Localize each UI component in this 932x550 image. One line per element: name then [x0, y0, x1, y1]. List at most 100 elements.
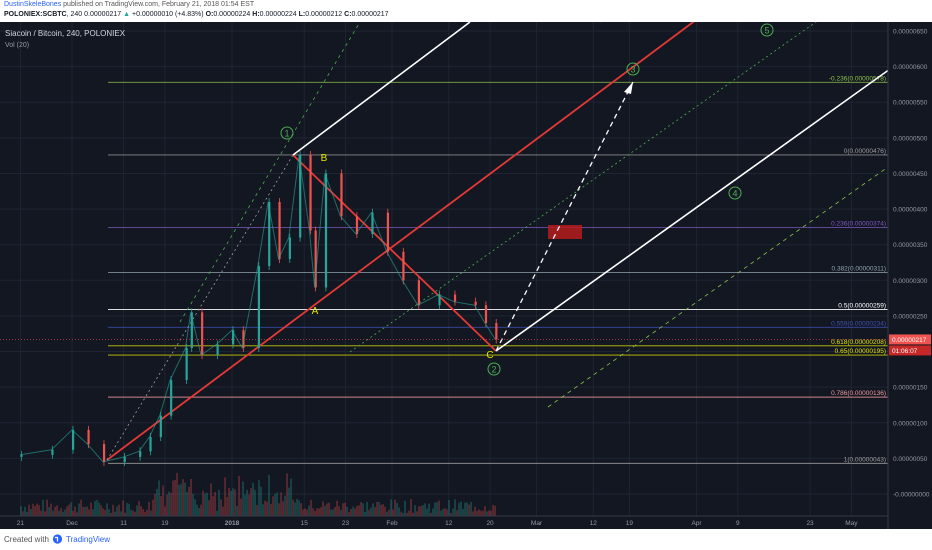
volume-bars [20, 472, 496, 516]
candle-body [51, 449, 54, 455]
volume-bar [478, 509, 480, 516]
volume-bar [302, 509, 304, 516]
price-axis[interactable]: 0.00000650 0.00000600 0.00000550 0.00000500… [887, 22, 931, 529]
candle-body [438, 294, 441, 306]
created-with-label: Created with [4, 535, 49, 544]
current-price-label: 0.00000217 [892, 337, 927, 344]
volume-bar [414, 505, 416, 516]
volume-bar [410, 499, 412, 516]
volume-bar [114, 511, 116, 516]
volume-bar [214, 492, 216, 516]
volume-bar [340, 509, 342, 516]
volume-bar [90, 502, 92, 516]
volume-bar [204, 493, 206, 516]
price-series [0, 150, 888, 466]
y-tick-label: 0.00000250 [893, 313, 928, 320]
candle-body [402, 251, 405, 281]
volume-bar [206, 492, 208, 516]
volume-bar [22, 511, 24, 516]
volume-bar [122, 500, 124, 516]
volume-bar [184, 482, 186, 516]
volume-bar [270, 503, 272, 516]
volume-bar [440, 510, 442, 516]
volume-bar [146, 509, 148, 516]
volume-bar [424, 503, 426, 516]
up-arrow-icon: ▲ [123, 11, 131, 18]
fib-level-label: 0.382(0.00000311) [832, 265, 886, 272]
candle-body [314, 230, 317, 288]
candle-body [257, 266, 261, 348]
volume-bar [492, 504, 494, 516]
volume-bar [306, 509, 308, 516]
candle-body [268, 201, 271, 267]
volume-bar [202, 490, 204, 516]
volume-bar [342, 503, 344, 516]
volume-bar [64, 509, 66, 516]
volume-bar [280, 492, 282, 516]
volume-bar [282, 501, 284, 516]
volume-bar [422, 505, 424, 516]
volume-bar [470, 501, 472, 516]
volume-bar [344, 502, 346, 516]
volume-bar [102, 508, 104, 516]
fib-level-label: 0.786(0.00000136) [831, 390, 886, 397]
volume-bar [26, 511, 28, 516]
volume-bar [316, 508, 318, 516]
volume-bar [24, 506, 26, 516]
volume-bar [108, 509, 110, 516]
wave-label-circle [760, 23, 774, 37]
price-line [20, 154, 496, 463]
fib-level-label: 0(0.00000476) [844, 148, 886, 155]
volume-bar [246, 489, 248, 516]
volume-bar [112, 504, 114, 516]
x-tick-label: May [845, 520, 858, 527]
volume-bar [152, 499, 154, 516]
pitchfork-lower-tine [495, 69, 888, 352]
volume-bar [224, 477, 226, 516]
target-zone-box [548, 225, 582, 239]
volume-bar [392, 509, 394, 516]
tradingview-logo-icon [52, 534, 63, 544]
author-link[interactable]: DustinSkeleBones [4, 1, 62, 8]
last-price: 0.00000217 [84, 11, 122, 18]
volume-bar [476, 510, 478, 516]
wave-label-circle [487, 362, 501, 376]
candle-body [72, 429, 75, 450]
volume-bar [348, 512, 350, 516]
volume-bar [446, 509, 448, 516]
volume-bar [312, 508, 314, 516]
volume-bar [276, 492, 278, 516]
volume-bar [482, 510, 484, 516]
volume-bar [394, 499, 396, 516]
volume-bar [382, 504, 384, 516]
volume-bar [286, 473, 288, 516]
volume-bar [404, 500, 406, 516]
wave-label-circle [728, 186, 742, 200]
volume-bar [86, 506, 88, 516]
volume-bar [172, 480, 174, 516]
candle-body [87, 429, 90, 445]
time-axis[interactable]: 21 Dec 11 19 2018 15 23 Feb 12 20 Mar 12 19 Apr 9 23 May [0, 515, 888, 527]
volume-bar [170, 492, 172, 516]
y-tick-label: -0.00000000 [893, 492, 930, 499]
volume-bar [128, 503, 130, 516]
volume-legend: Vol (20) [5, 42, 29, 49]
volume-bar [222, 506, 224, 516]
volume-bar [288, 487, 290, 516]
footer-bar: Created with TradingView [0, 529, 932, 550]
volume-bar [480, 510, 482, 516]
volume-bar [350, 509, 352, 516]
chart-canvas[interactable]: -0.236(0.00000578) 0(0.00000476) 0.236(0.0… [0, 22, 932, 529]
chart-area[interactable]: -0.236(0.00000578) 0(0.00000476) 0.236(0.0… [0, 22, 932, 529]
tradingview-brand-link[interactable]: TradingView [66, 535, 111, 544]
volume-bar [406, 512, 408, 516]
volume-bar [268, 474, 270, 516]
volume-bar [226, 497, 228, 516]
fib-level-label: 0.236(0.00000374) [831, 221, 886, 228]
volume-bar [354, 508, 356, 516]
volume-bar [92, 509, 94, 516]
volume-bar [232, 488, 234, 516]
volume-bar [466, 502, 468, 516]
volume-bar [236, 506, 238, 516]
volume-bar [314, 510, 316, 516]
